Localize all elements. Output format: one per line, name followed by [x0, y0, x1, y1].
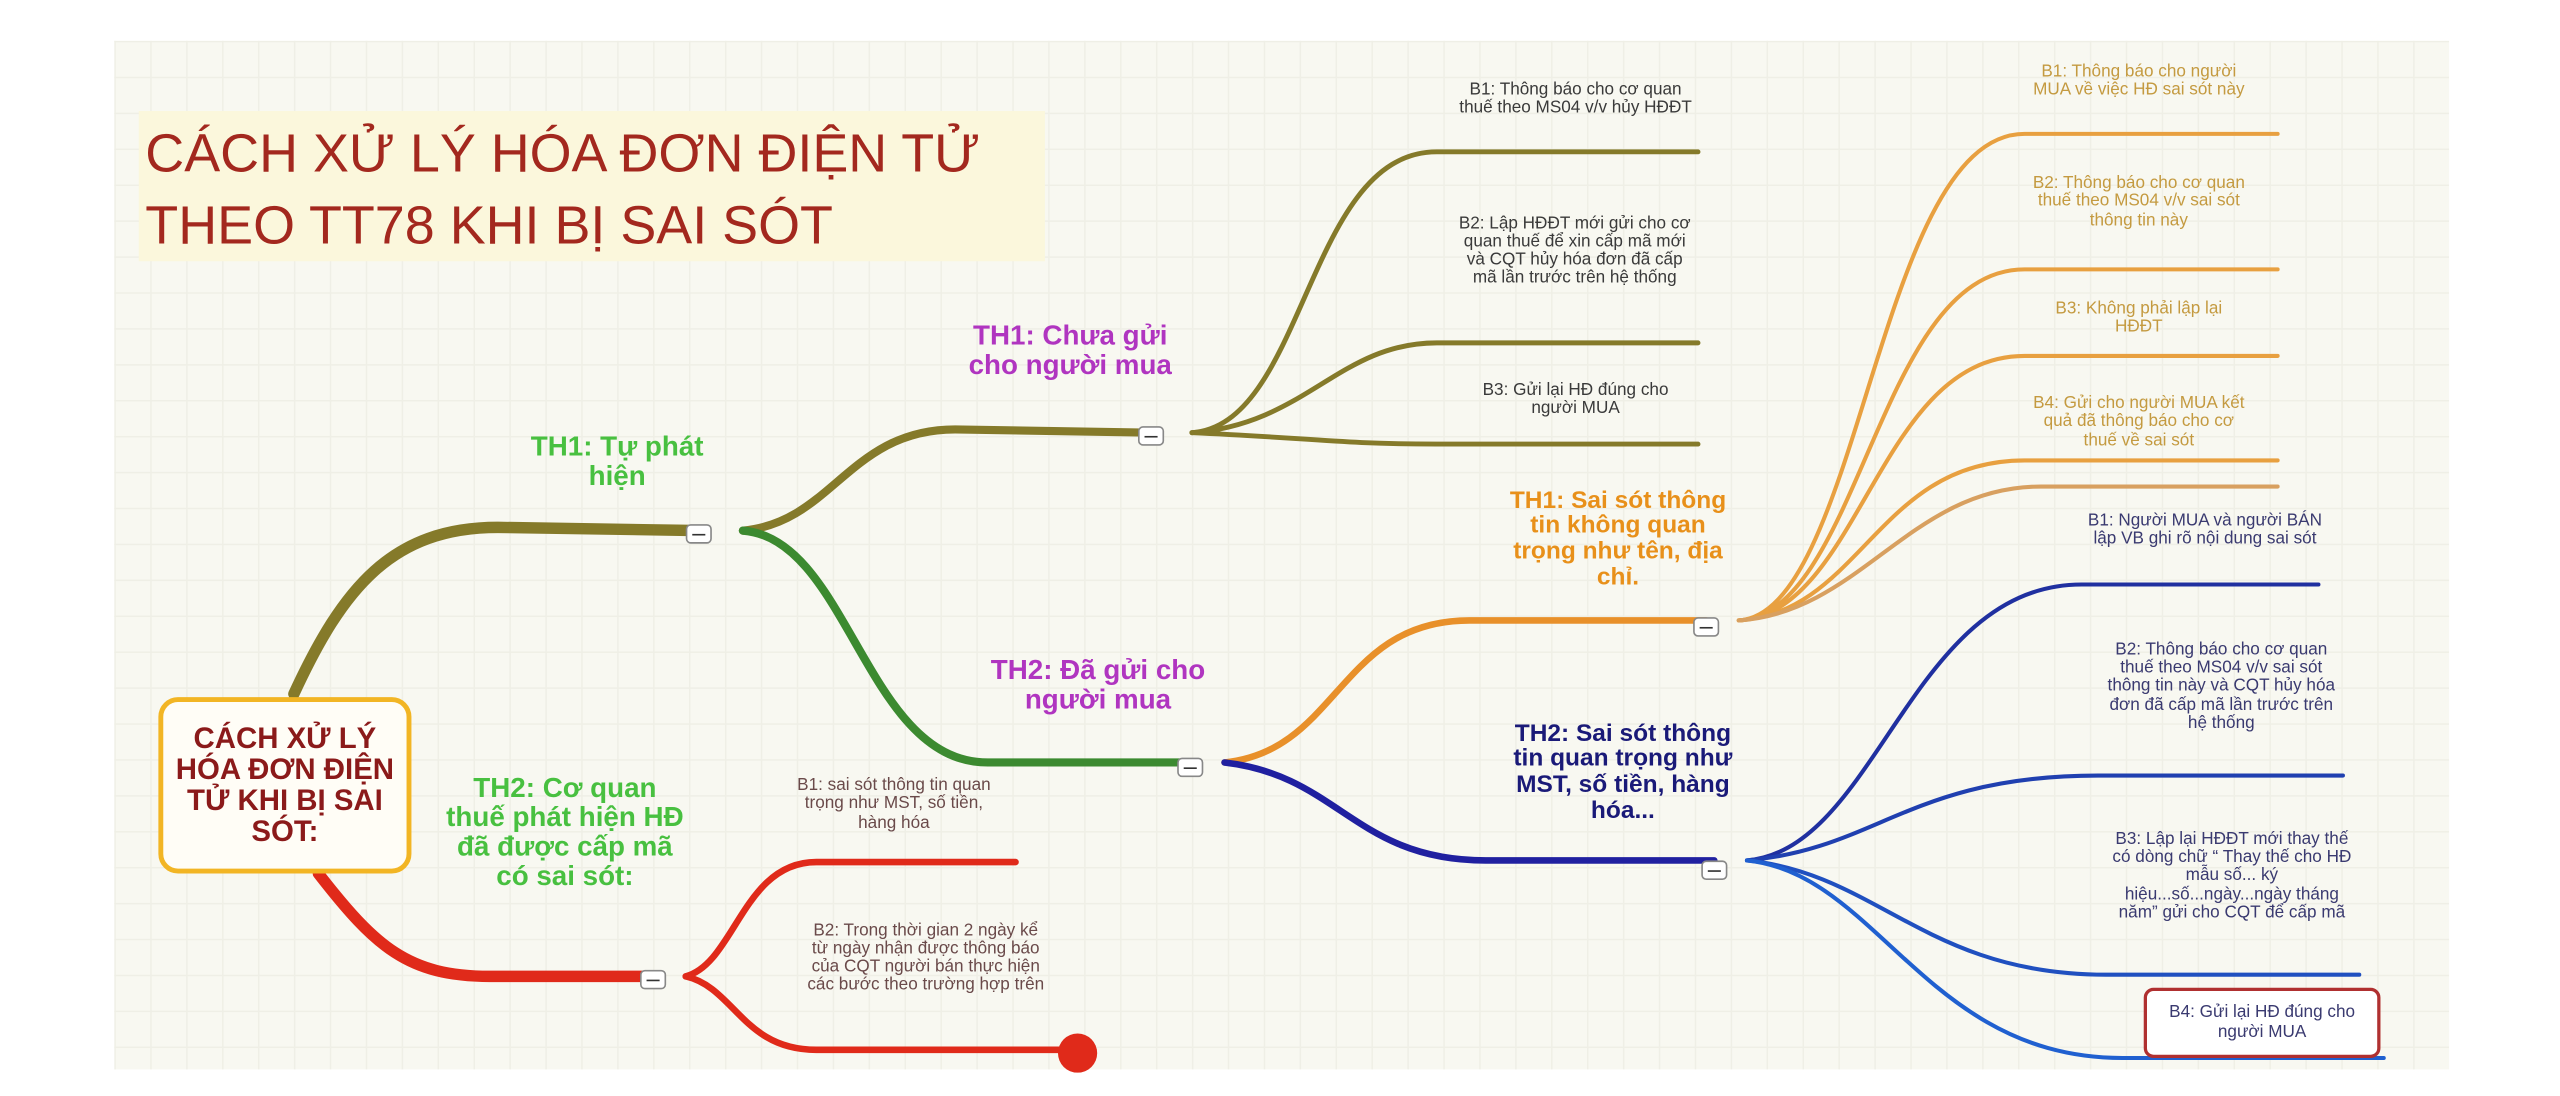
leaf-label: B2: Lập HĐĐT mới gửi cho cơ quan thuế để… — [1458, 213, 1691, 288]
branch — [1744, 773, 2345, 863]
branch-label: TH1: Sai sót thông tin không quan trọng … — [1509, 485, 1727, 591]
branch — [1189, 340, 1701, 436]
collapse-button[interactable] — [640, 969, 667, 990]
collapse-button[interactable] — [1693, 617, 1720, 637]
branch — [1736, 131, 2280, 623]
leaf-label: B1: Người MUA và người BÁN lập VB ghi rõ… — [2087, 511, 2323, 549]
leaf-label: B1: Thông báo cho cơ quan thuế theo MS04… — [1459, 79, 1692, 118]
branch — [1221, 759, 1718, 864]
branch — [738, 526, 1193, 767]
collapse-button[interactable] — [1137, 426, 1165, 446]
branch — [682, 973, 1073, 1054]
branch — [1736, 267, 2280, 623]
branch-label: TH2: Sai sót thông tin quan trọng như MS… — [1513, 719, 1733, 825]
branch — [1736, 484, 2280, 623]
branch — [1189, 430, 1701, 447]
branch-label: TH2: Đã gửi cho người mua — [990, 654, 1206, 716]
leaf-label: B3: Gửi lại HĐ đúng cho người MUA — [1482, 380, 1669, 418]
branch — [1744, 582, 2321, 863]
leaf-label: B1: Thông báo cho người MUA về việc HĐ s… — [2033, 62, 2245, 100]
leaf-label: B3: Lập lại HĐĐT mới thay thế có dòng ch… — [2112, 830, 2352, 922]
leaf-label: B2: Trong thời gian 2 ngày kể từ ngày nh… — [807, 920, 1045, 995]
end-dot — [1057, 1033, 1098, 1073]
collapse-button[interactable] — [685, 524, 712, 544]
branch — [1189, 149, 1701, 436]
branch — [1221, 617, 1710, 766]
branch — [682, 858, 1019, 980]
root-node: CÁCH XỬ LÝ HÓA ĐƠN ĐIỆN TỬ KHI BỊ SAI SÓ… — [158, 697, 412, 874]
leaf-label: B4: Gửi lại HĐ đúng cho người MUA — [2143, 987, 2381, 1058]
branch — [288, 521, 708, 700]
collapse-button[interactable] — [1701, 860, 1728, 881]
branch — [1744, 858, 2386, 1061]
branch-label: TH2: Cơ quan thuế phát hiện HĐ đã được c… — [446, 772, 684, 892]
title-line: CÁCH XỬ LÝ HÓA ĐƠN ĐIỆN TỬ — [145, 122, 981, 183]
title-line: THEO TT78 KHI BỊ SAI SÓT — [145, 194, 833, 255]
branch-label: TH1: Chưa gửi cho người mua — [968, 320, 1172, 381]
leaf-label: B2: Thông báo cho cơ quan thuế theo MS04… — [2032, 173, 2245, 230]
leaf-label: B1: sai sót thông tin quan trọng như MST… — [797, 776, 991, 832]
branch-label: TH1: Tự phát hiện — [530, 431, 704, 492]
leaf-label: B4: Gửi cho người MUA kết quả đã thông b… — [2033, 394, 2245, 450]
branch — [312, 867, 659, 983]
title-box: CÁCH XỬ LÝ HÓA ĐƠN ĐIỆN TỬ THEO TT78 KHI… — [138, 111, 1045, 262]
collapse-button[interactable] — [1177, 757, 1204, 778]
branch — [738, 425, 1156, 535]
leaf-label: B3: Không phải lập lại HĐĐT — [2055, 298, 2223, 337]
leaf-label: B2: Thông báo cho cơ quan thuế theo MS04… — [2107, 640, 2336, 733]
branch — [1744, 858, 2362, 977]
branch — [1736, 353, 2280, 623]
